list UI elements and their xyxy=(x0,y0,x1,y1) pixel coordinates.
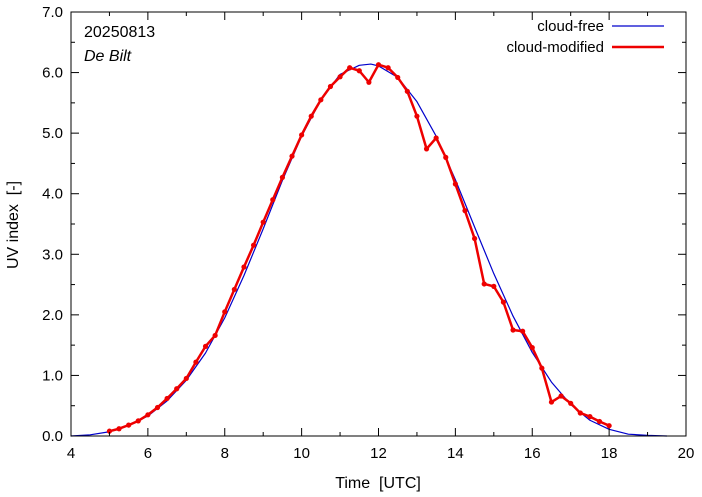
x-tick-label: 10 xyxy=(293,445,310,462)
y-tick-label: 1.0 xyxy=(42,367,63,384)
data-point-cloud-modified xyxy=(193,359,199,365)
data-point-cloud-modified xyxy=(510,327,516,333)
axes-layer: 4 6 8 10 12 14 16 18 20 0.0 1.0 2.0 3.0 4.0 5.0 6.0 7.0 xyxy=(42,4,694,462)
data-point-cloud-modified xyxy=(337,74,343,80)
y-tick-label: 5.0 xyxy=(42,125,63,142)
y-tick-label: 6.0 xyxy=(42,65,63,82)
data-point-cloud-modified xyxy=(366,79,372,85)
data-point-cloud-modified xyxy=(164,395,170,402)
y-axis-title: UV index [-] xyxy=(5,181,22,269)
data-point-cloud-modified xyxy=(606,423,612,429)
data-point-cloud-modified xyxy=(529,344,535,351)
data-point-cloud-modified xyxy=(145,412,151,418)
series-line-cloud-free xyxy=(70,63,668,437)
data-point-cloud-modified xyxy=(308,113,314,119)
plot-frame xyxy=(70,11,687,437)
data-point-cloud-modified xyxy=(106,428,113,434)
x-tick-label: 6 xyxy=(144,445,152,462)
data-point-cloud-modified xyxy=(174,386,180,392)
station-annotation: De Bilt xyxy=(84,48,132,65)
data-point-cloud-modified xyxy=(577,410,583,416)
data-point-cloud-modified xyxy=(481,281,487,287)
x-tick-label: 16 xyxy=(524,445,541,462)
x-tick-label: 12 xyxy=(370,445,387,462)
data-point-cloud-modified xyxy=(212,332,218,339)
y-tick-label: 0.0 xyxy=(42,428,63,445)
data-point-cloud-modified xyxy=(491,283,497,289)
data-point-cloud-modified xyxy=(289,153,295,159)
y-tick-label: 2.0 xyxy=(42,307,63,324)
data-point-cloud-modified xyxy=(423,146,430,152)
data-point-cloud-modified xyxy=(462,208,468,214)
data-point-cloud-modified xyxy=(520,328,526,334)
data-point-cloud-modified xyxy=(183,375,189,382)
data-point-cloud-modified xyxy=(443,154,449,160)
data-point-cloud-modified xyxy=(279,174,286,180)
data-point-cloud-modified xyxy=(539,365,545,371)
x-tick-label: 4 xyxy=(67,445,75,462)
data-point-cloud-modified xyxy=(231,286,237,293)
x-tick-label: 14 xyxy=(447,445,464,462)
y-tick-label: 7.0 xyxy=(42,4,63,21)
data-point-cloud-modified xyxy=(250,242,257,248)
data-point-cloud-modified xyxy=(347,65,353,71)
series-layer xyxy=(70,62,668,437)
legend-label-cloud-modified: cloud-modified xyxy=(506,39,604,56)
data-point-cloud-modified xyxy=(568,400,574,406)
data-point-cloud-modified xyxy=(414,113,420,119)
data-point-cloud-modified xyxy=(241,264,247,270)
data-point-cloud-modified xyxy=(260,219,266,225)
data-point-cloud-modified xyxy=(356,68,362,74)
data-point-cloud-modified xyxy=(222,309,228,315)
data-point-cloud-modified xyxy=(154,404,161,411)
x-axis-title: Time [UTC] xyxy=(335,475,421,492)
data-point-cloud-modified xyxy=(375,62,382,68)
data-point-cloud-modified xyxy=(327,83,334,90)
data-point-cloud-modified xyxy=(395,74,401,81)
data-point-cloud-modified xyxy=(471,235,478,242)
data-point-cloud-modified xyxy=(596,418,603,425)
data-point-cloud-modified xyxy=(116,426,122,432)
legend-label-cloud-free: cloud-free xyxy=(537,18,604,35)
data-point-cloud-modified xyxy=(548,399,555,405)
data-point-cloud-modified xyxy=(558,393,564,399)
data-point-cloud-modified xyxy=(202,343,209,349)
data-point-cloud-modified xyxy=(318,97,324,103)
data-point-cloud-modified xyxy=(404,88,410,94)
x-tick-label: 8 xyxy=(221,445,229,462)
legend: cloud-free cloud-modified xyxy=(506,18,664,56)
y-tick-label: 3.0 xyxy=(42,246,63,263)
x-tick-label: 18 xyxy=(601,445,618,462)
data-point-cloud-modified xyxy=(299,132,305,138)
y-tick-label: 4.0 xyxy=(42,186,63,203)
data-point-cloud-modified xyxy=(500,299,507,305)
data-point-cloud-modified xyxy=(126,422,132,428)
data-point-cloud-modified xyxy=(587,414,593,420)
x-tick-label: 20 xyxy=(678,445,695,462)
series-line-cloud-modified xyxy=(108,63,611,433)
data-point-cloud-modified xyxy=(135,418,141,424)
data-point-cloud-modified xyxy=(433,135,439,141)
data-point-cloud-modified xyxy=(385,65,391,71)
data-point-cloud-modified xyxy=(452,181,458,187)
date-annotation: 20250813 xyxy=(84,24,155,41)
data-point-cloud-modified xyxy=(270,197,276,203)
